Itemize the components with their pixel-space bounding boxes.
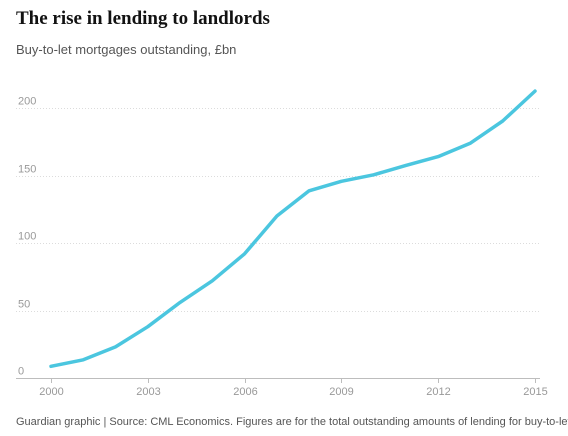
series-line — [49, 89, 537, 369]
x-tick-label: 2015 — [523, 386, 547, 398]
y-tick-label: 150 — [18, 164, 36, 176]
tick-labels: 0 50 100 150 200 2000 2003 2006 2009 2012 2015 — [18, 96, 548, 399]
x-tick-label: 2009 — [329, 386, 353, 398]
x-axis — [16, 378, 540, 383]
source-note: Guardian graphic | Source: CML Economics… — [16, 416, 568, 428]
chart-title: The rise in lending to landlords — [16, 8, 270, 29]
x-tick-label: 2012 — [426, 386, 450, 398]
series-layer — [49, 89, 537, 369]
x-tick-label: 2006 — [233, 386, 257, 398]
chart-subtitle: Buy-to-let mortgages outstanding, £bn — [16, 42, 237, 57]
grid-lines — [16, 108, 540, 312]
x-tick-label: 2000 — [39, 386, 63, 398]
x-tick-label: 2003 — [136, 386, 160, 398]
y-tick-label: 200 — [18, 96, 36, 108]
y-tick-label: 100 — [18, 231, 36, 243]
y-tick-label: 0 — [18, 366, 24, 378]
y-tick-label: 50 — [18, 299, 30, 311]
